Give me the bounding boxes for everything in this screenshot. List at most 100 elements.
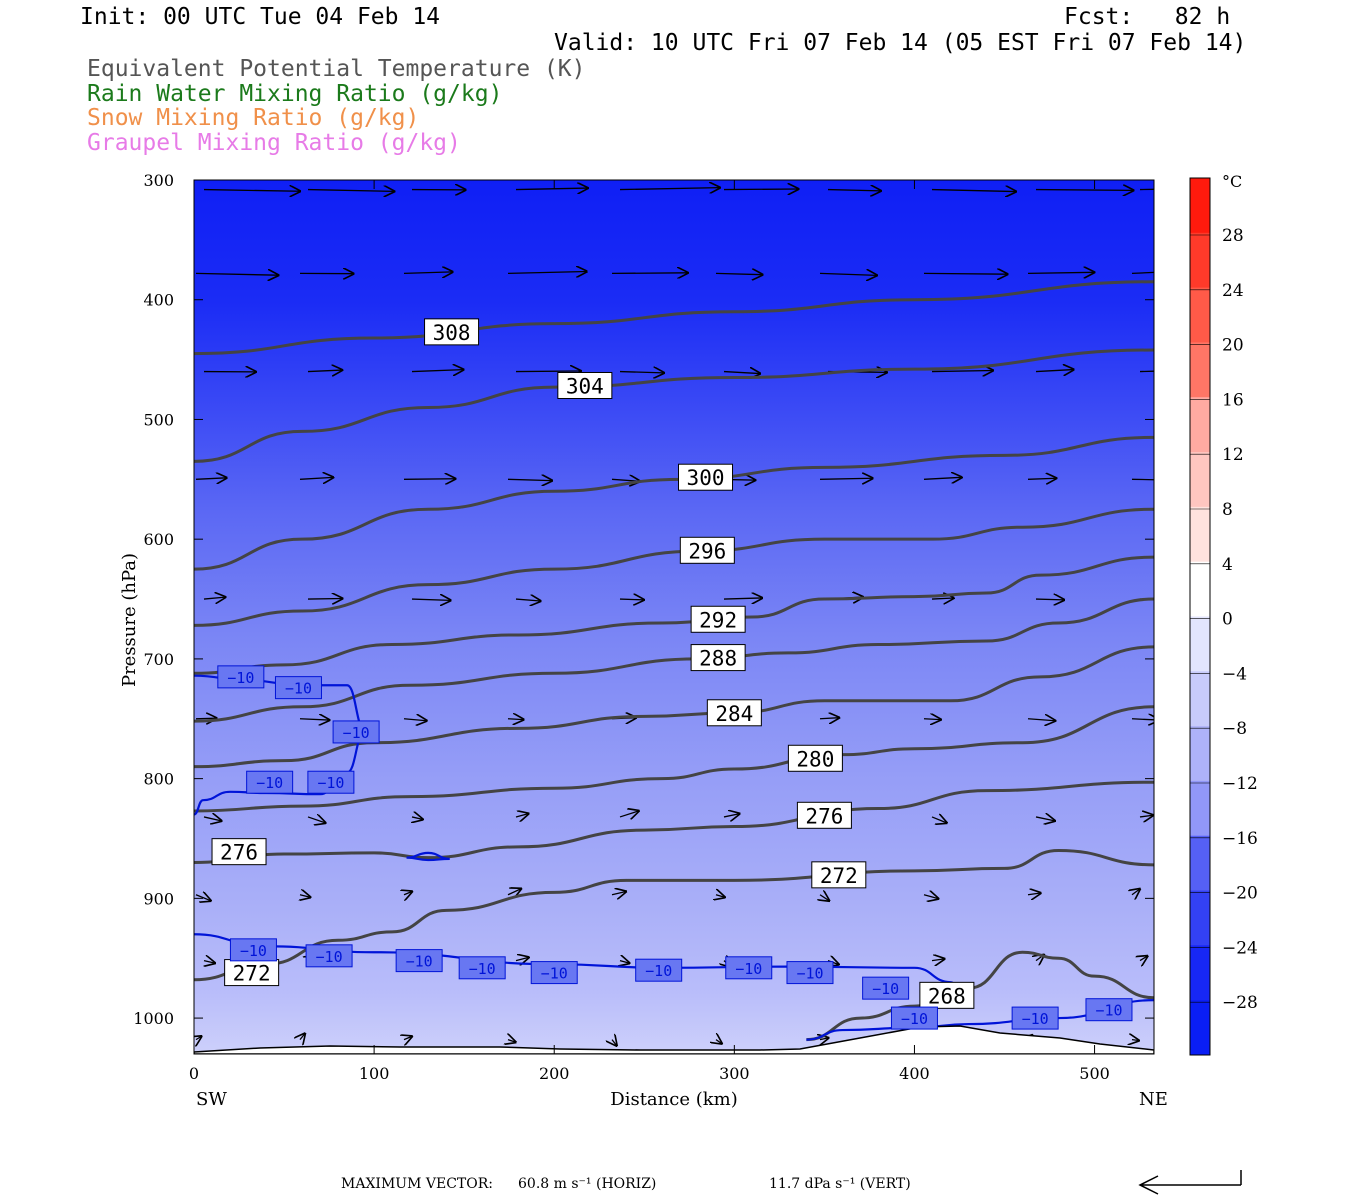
temperature-label: −10 bbox=[1022, 1010, 1049, 1028]
wind-vector bbox=[1131, 271, 1154, 275]
x-tick-label: 300 bbox=[719, 1064, 750, 1083]
colorbar-tick-label: 16 bbox=[1222, 390, 1244, 410]
wind-vector bbox=[1132, 108, 1226, 109]
colorbar-bin bbox=[1190, 671, 1210, 727]
colorbar-bin bbox=[1190, 506, 1210, 563]
wind-vector bbox=[403, 719, 427, 721]
wind-vector bbox=[1132, 889, 1140, 895]
y-tick-label: 800 bbox=[143, 770, 174, 789]
temperature-label: −10 bbox=[227, 669, 254, 687]
wind-vector bbox=[723, 814, 739, 817]
init-time: Init: 00 UTC Tue 04 Feb 14 bbox=[80, 4, 441, 30]
wind-vector bbox=[923, 895, 938, 899]
colorbar-tick-label: 8 bbox=[1222, 500, 1233, 520]
y-tick-label: 600 bbox=[143, 530, 174, 549]
wind-vector bbox=[195, 478, 227, 480]
temperature-label-box bbox=[1085, 998, 1133, 1022]
legend-graupel: Graupel Mixing Ratio (g/kg) bbox=[87, 130, 461, 156]
wind-vector bbox=[716, 106, 821, 108]
wind-vector bbox=[507, 719, 523, 720]
colorbar-tick-label: −16 bbox=[1222, 829, 1258, 849]
x-tick-label: 100 bbox=[359, 1064, 390, 1083]
x-tick-label: 200 bbox=[539, 1064, 570, 1083]
wind-vector bbox=[1139, 188, 1154, 191]
theta-e-line bbox=[194, 705, 1154, 813]
temperature-label: −10 bbox=[469, 960, 496, 978]
temperature-label: −10 bbox=[343, 724, 370, 742]
wind-vector bbox=[300, 1034, 305, 1040]
contour-label: 304 bbox=[566, 374, 604, 398]
colorbar-tick-label: 12 bbox=[1222, 445, 1244, 465]
wind-vector bbox=[611, 892, 626, 895]
wind-vector bbox=[404, 892, 412, 895]
wind-vector bbox=[619, 188, 720, 190]
contour-label-box bbox=[796, 801, 852, 829]
colorbar-tick-label: 24 bbox=[1222, 281, 1244, 301]
colorbar-bin bbox=[1190, 1000, 1210, 1056]
wind-vector bbox=[619, 599, 644, 600]
wind-vector bbox=[612, 107, 709, 109]
colorbar-tick-label: −4 bbox=[1222, 664, 1247, 684]
wind-vector bbox=[300, 895, 310, 897]
wind-vector bbox=[931, 598, 954, 599]
temperature-label-box bbox=[862, 976, 910, 1000]
wind-vector bbox=[508, 1040, 516, 1043]
wind-vector bbox=[923, 273, 1007, 274]
contour-label: 276 bbox=[805, 804, 843, 828]
colorbar-unit: °C bbox=[1222, 172, 1242, 191]
wind-vector bbox=[404, 108, 481, 110]
wind-vector bbox=[203, 190, 300, 192]
temperature-label-box bbox=[458, 956, 506, 980]
wind-vector bbox=[931, 817, 947, 823]
wind-vector bbox=[1139, 370, 1154, 373]
colorbar-tick-label: 28 bbox=[1222, 226, 1244, 246]
contour-label: 280 bbox=[796, 747, 834, 771]
temperature-label: −10 bbox=[240, 942, 267, 960]
x-axis: 0 100 200 300 400 500 bbox=[189, 180, 1110, 1083]
contour-label-box bbox=[787, 744, 843, 772]
temperature-label: −10 bbox=[796, 965, 823, 983]
wind-vector bbox=[195, 718, 216, 719]
wind-vector bbox=[620, 961, 629, 964]
wind-vector bbox=[1131, 719, 1154, 720]
wind-vector bbox=[507, 889, 521, 895]
temperature-label: −10 bbox=[1095, 1002, 1122, 1020]
temperature-label: −10 bbox=[541, 965, 568, 983]
wind-vector bbox=[723, 598, 762, 599]
wind-vector bbox=[203, 817, 221, 821]
y-tick-label: 1000 bbox=[133, 1009, 174, 1028]
contour-label-box bbox=[690, 605, 746, 633]
wind-vector bbox=[820, 108, 886, 109]
wind-vector bbox=[195, 895, 211, 901]
wind-vector bbox=[819, 273, 877, 275]
wind-vector bbox=[204, 961, 215, 963]
wind-vector bbox=[1027, 719, 1055, 721]
wind-vector bbox=[515, 188, 588, 190]
reference-vector bbox=[1138, 1170, 1242, 1195]
colorbar-tick-label: −12 bbox=[1222, 774, 1258, 794]
wind-vector bbox=[611, 273, 688, 274]
x-axis-label: Distance (km) bbox=[610, 1089, 737, 1110]
temperature-label: −10 bbox=[872, 980, 899, 998]
colorbar-tick-label: −28 bbox=[1222, 993, 1258, 1013]
x-end-left: SW bbox=[196, 1089, 227, 1110]
wind-vector bbox=[931, 190, 1016, 192]
temperature-label-box bbox=[725, 956, 773, 980]
plot-frame bbox=[193, 179, 1155, 1055]
wind-vector bbox=[515, 371, 581, 372]
contour-label-box bbox=[211, 838, 267, 866]
x-end-right: NE bbox=[1139, 1089, 1168, 1110]
colorbar-tick-label: −20 bbox=[1222, 884, 1258, 904]
colorbar-bin bbox=[1190, 342, 1210, 398]
wind-vector bbox=[1140, 956, 1147, 961]
wind-vector bbox=[619, 811, 639, 817]
wind-vector bbox=[411, 599, 451, 600]
temperature-label-box bbox=[395, 949, 443, 973]
y-tick-label: 300 bbox=[143, 171, 174, 190]
wind-vector bbox=[299, 477, 333, 479]
y-tick-label: 500 bbox=[143, 410, 174, 429]
wind-vector bbox=[507, 271, 587, 273]
wind-vector bbox=[515, 599, 540, 601]
colorbar: 28 24 20 16 12 8 4 0 −4 −8 −12 −16 −20 −24 −28 bbox=[1189, 177, 1258, 1056]
wind-vector bbox=[307, 370, 342, 372]
